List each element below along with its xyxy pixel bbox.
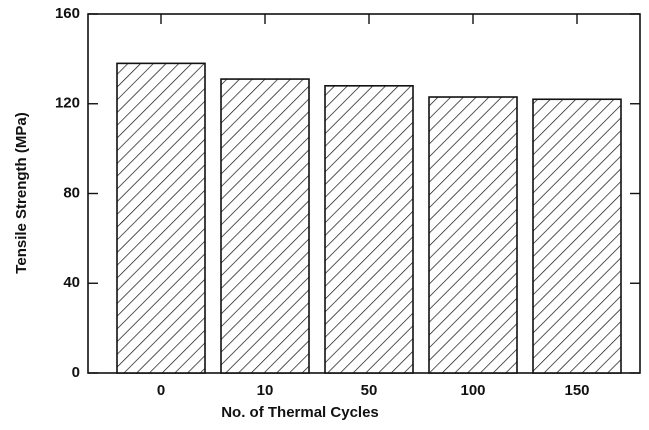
x-axis-label: No. of Thermal Cycles <box>221 404 379 421</box>
x-tick-label: 50 <box>361 382 378 399</box>
bar <box>428 96 518 374</box>
x-tick-label: 0 <box>157 382 165 399</box>
y-tick-label: 120 <box>55 95 80 112</box>
y-tick-label: 0 <box>72 364 80 381</box>
bar <box>116 62 206 374</box>
bar <box>324 85 414 374</box>
x-tick-label: 10 <box>257 382 274 399</box>
y-axis-label: Tensile Strength (MPa) <box>13 112 30 273</box>
x-tick-label: 100 <box>460 382 485 399</box>
bar <box>532 98 622 374</box>
x-tick-label: 150 <box>564 382 589 399</box>
bar <box>220 78 310 374</box>
y-tick-label: 160 <box>55 5 80 22</box>
y-tick-label: 80 <box>63 184 80 201</box>
y-tick-label: 40 <box>63 274 80 291</box>
